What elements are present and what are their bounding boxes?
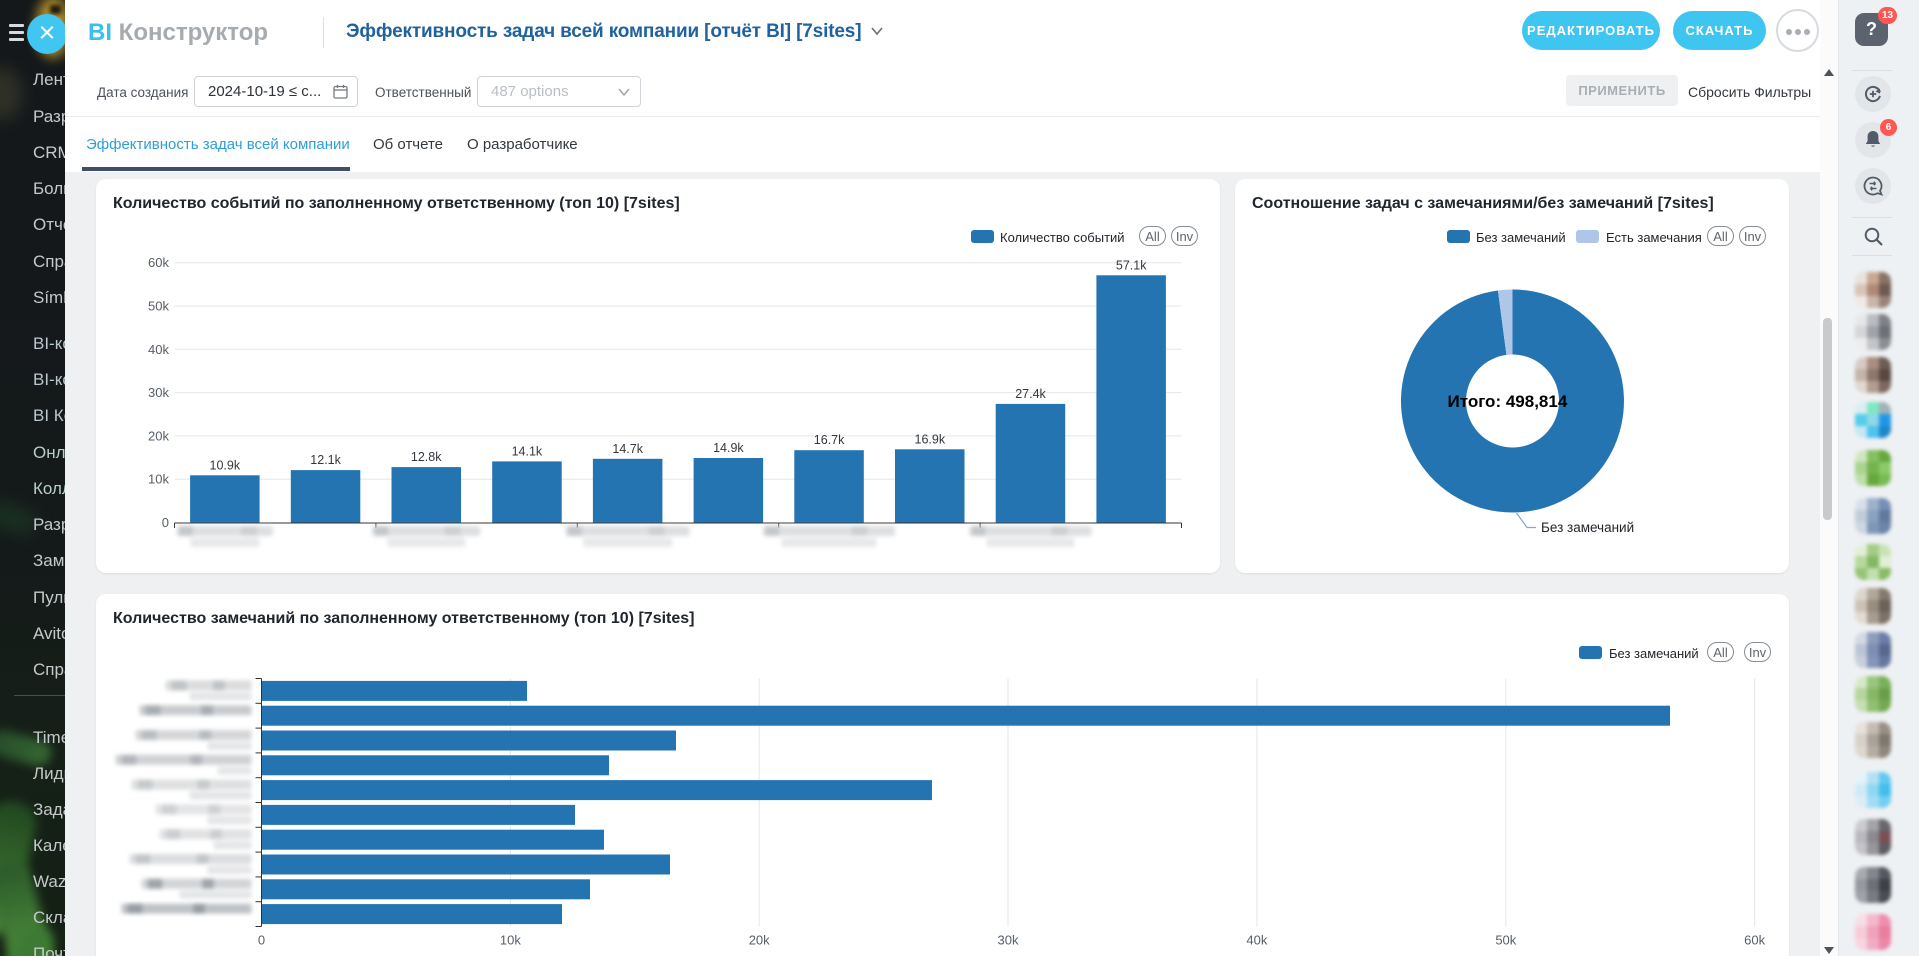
- svg-text:57.1k: 57.1k: [1116, 258, 1147, 272]
- svg-text:Без замечаний: Без замечаний: [1541, 520, 1634, 535]
- svg-text:60k: 60k: [1744, 933, 1765, 948]
- svg-text:14.7k: 14.7k: [612, 442, 643, 456]
- svg-text:0: 0: [162, 515, 169, 530]
- svg-text:27.4k: 27.4k: [1015, 387, 1046, 401]
- svg-text:16.7k: 16.7k: [814, 433, 845, 447]
- svg-text:60k: 60k: [148, 255, 169, 270]
- svg-text:Итого: 498,814: Итого: 498,814: [1448, 392, 1568, 411]
- svg-text:10k: 10k: [500, 933, 521, 948]
- svg-text:20k: 20k: [148, 428, 169, 443]
- svg-text:0: 0: [258, 933, 265, 948]
- svg-text:10.9k: 10.9k: [210, 458, 241, 472]
- svg-text:16.9k: 16.9k: [915, 432, 946, 446]
- svg-text:40k: 40k: [1246, 933, 1267, 948]
- svg-text:50k: 50k: [148, 299, 169, 314]
- svg-text:14.1k: 14.1k: [512, 444, 543, 458]
- svg-text:20k: 20k: [749, 933, 770, 948]
- svg-text:30k: 30k: [148, 385, 169, 400]
- svg-text:14.9k: 14.9k: [713, 441, 744, 455]
- svg-text:40k: 40k: [148, 342, 169, 357]
- svg-text:12.8k: 12.8k: [411, 450, 442, 464]
- svg-text:50k: 50k: [1495, 933, 1516, 948]
- svg-text:30k: 30k: [998, 933, 1019, 948]
- svg-text:12.1k: 12.1k: [310, 453, 341, 467]
- svg-text:10k: 10k: [148, 472, 169, 487]
